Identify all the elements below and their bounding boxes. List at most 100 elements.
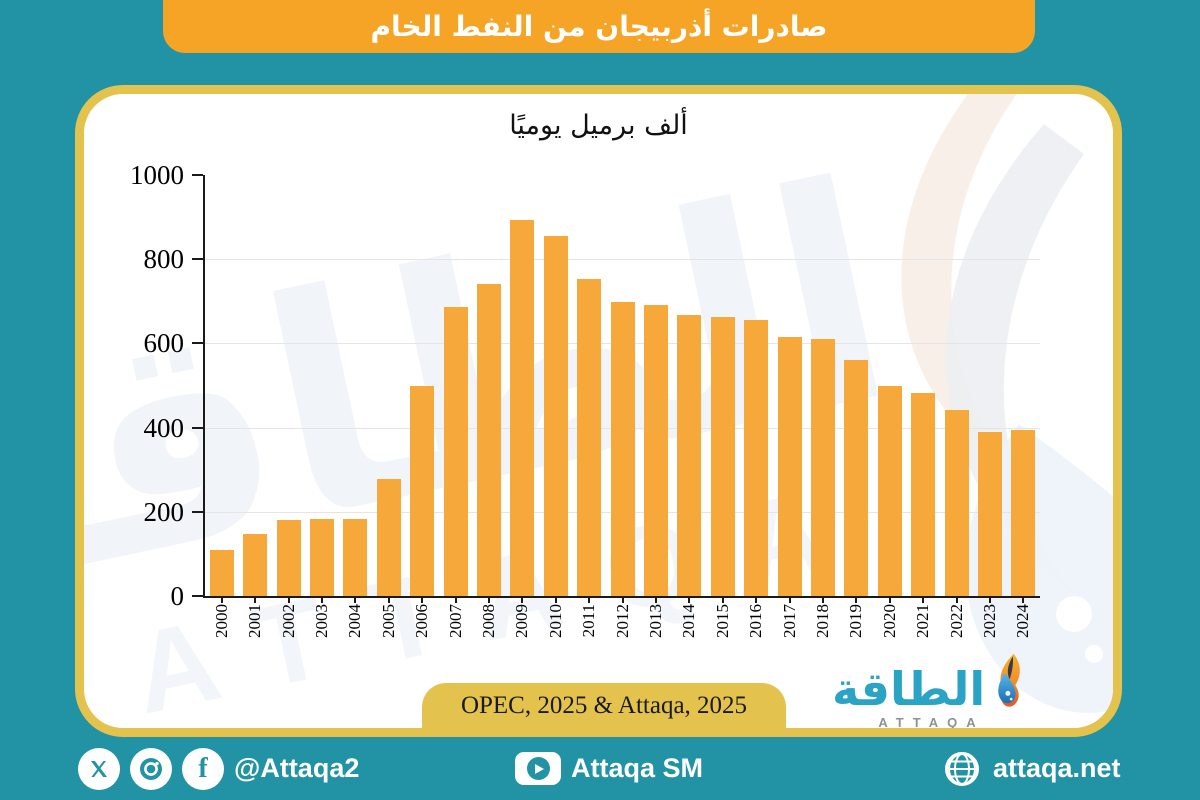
x-tick-label: 2002 [278, 604, 298, 638]
x-tick-label: 2016 [746, 604, 766, 638]
x-tick-label: 2007 [445, 604, 465, 638]
x-axis-tick [721, 596, 724, 603]
x-axis-tick [621, 596, 624, 603]
flame-drop-icon [998, 653, 1020, 707]
attaqa-logo: الطاقة ATT [832, 650, 1022, 730]
x-axis-tick [688, 596, 691, 603]
bar-2009 [510, 220, 535, 596]
logo-latin-text: ATTAQA [878, 715, 985, 730]
chart-card: الطاقة ATTAQA ألف برميل يوميًا 0 200 400 60… [75, 85, 1122, 737]
y-tick-label: 200 [143, 496, 185, 527]
x-axis-tick [421, 596, 424, 603]
y-tick-label: 1000 [130, 160, 184, 190]
bar-2000 [209, 549, 234, 596]
x-tick-label: 2012 [612, 604, 632, 638]
youtube-icon[interactable] [515, 752, 561, 785]
y-tick-label: 800 [143, 244, 185, 275]
x-axis-tick [654, 596, 657, 603]
x-tick-label: 2015 [712, 604, 732, 638]
x-axis-tick [354, 596, 357, 603]
x-tick-label: 2011 [579, 604, 599, 638]
chart-title: ألف برميل يوميًا [509, 110, 688, 141]
y-axis-tick [192, 595, 203, 597]
bar-2022 [944, 409, 969, 596]
bar-2011 [577, 279, 602, 596]
y-axis-tick [192, 426, 203, 429]
bar-2015 [710, 317, 735, 596]
source-pill: OPEC, 2025 & Attaqa, 2025 [422, 683, 786, 728]
bar-2002 [276, 520, 301, 596]
bar-2012 [610, 301, 635, 596]
x-axis-tick [588, 596, 591, 603]
bar-2014 [677, 314, 702, 596]
x-tick-label: 2022 [946, 604, 966, 638]
x-tick-label: 2010 [545, 604, 565, 638]
y-tick-label: 600 [143, 328, 185, 359]
y-axis-tick [192, 174, 203, 176]
x-tick-label: 2009 [512, 604, 532, 638]
x-axis-tick [287, 596, 290, 603]
logo-arabic-text: الطاقة [832, 662, 986, 716]
x-axis-tick [955, 596, 958, 603]
bar-2005 [376, 478, 401, 596]
bar-2013 [643, 305, 668, 596]
bar-2008 [476, 283, 501, 596]
y-axis-tick [192, 510, 203, 513]
bar-2018 [810, 339, 835, 596]
y-axis-tick [192, 342, 203, 345]
x-tick-label: 2008 [478, 604, 498, 638]
x-tick-label: 2005 [378, 604, 398, 638]
x-tick-label: 2024 [1013, 604, 1033, 638]
x-axis-tick [888, 596, 891, 603]
x-tick-label: 2020 [879, 604, 899, 638]
social-handle[interactable]: @Attaqa2 [234, 753, 360, 783]
y-axis-tick [192, 258, 203, 261]
x-tick-label: 2019 [846, 604, 866, 638]
youtube-channel[interactable]: Attaqa SM [515, 737, 703, 800]
footer-bar: f @Attaqa2 Attaqa SM attaqa.net [0, 737, 1200, 800]
x-axis-tick [487, 596, 490, 603]
bar-2019 [844, 360, 869, 596]
youtube-channel-name[interactable]: Attaqa SM [571, 753, 704, 783]
x-axis-tick [821, 596, 824, 603]
y-tick-label: 400 [143, 412, 185, 443]
x-axis-tick [1022, 596, 1025, 603]
website-link[interactable]: attaqa.net [941, 737, 1121, 800]
bar-2016 [744, 320, 769, 596]
y-tick-label: 0 [170, 581, 185, 611]
x-axis-tick [320, 596, 323, 603]
x-tick-label: 2006 [412, 604, 432, 638]
bar-2006 [410, 385, 435, 596]
facebook-icon[interactable]: f [182, 747, 224, 790]
social-handle-group[interactable]: f @Attaqa2 [78, 737, 359, 800]
bar-2024 [1011, 430, 1036, 596]
page-title: صادرات أذربيجان من النفط الخام [370, 10, 828, 43]
globe-icon[interactable] [941, 748, 983, 790]
source-text: OPEC, 2025 & Attaqa, 2025 [460, 691, 748, 719]
x-axis-tick [454, 596, 457, 603]
x-icon[interactable] [78, 747, 120, 790]
bar-2003 [309, 518, 334, 596]
x-tick-label: 2000 [211, 604, 231, 638]
x-tick-label: 2003 [311, 604, 331, 638]
bar-2007 [443, 306, 468, 596]
x-tick-label: 2021 [913, 604, 933, 638]
x-tick-label: 2014 [679, 604, 699, 638]
x-axis-tick [254, 596, 257, 603]
x-axis-tick [922, 596, 925, 603]
x-tick-label: 2013 [645, 604, 665, 638]
x-axis-tick [220, 596, 223, 603]
bar-2001 [243, 533, 268, 596]
x-axis-tick [521, 596, 524, 603]
y-axis-line [203, 175, 205, 596]
x-axis-tick [855, 596, 858, 603]
bar-2017 [777, 336, 802, 596]
bar-2004 [343, 519, 368, 596]
website-url[interactable]: attaqa.net [993, 753, 1121, 783]
instagram-icon[interactable] [130, 747, 172, 790]
x-axis-tick [387, 596, 390, 603]
x-axis-tick [755, 596, 758, 603]
bar-2020 [877, 385, 902, 596]
x-axis-tick [554, 596, 557, 603]
x-axis-tick [788, 596, 791, 603]
